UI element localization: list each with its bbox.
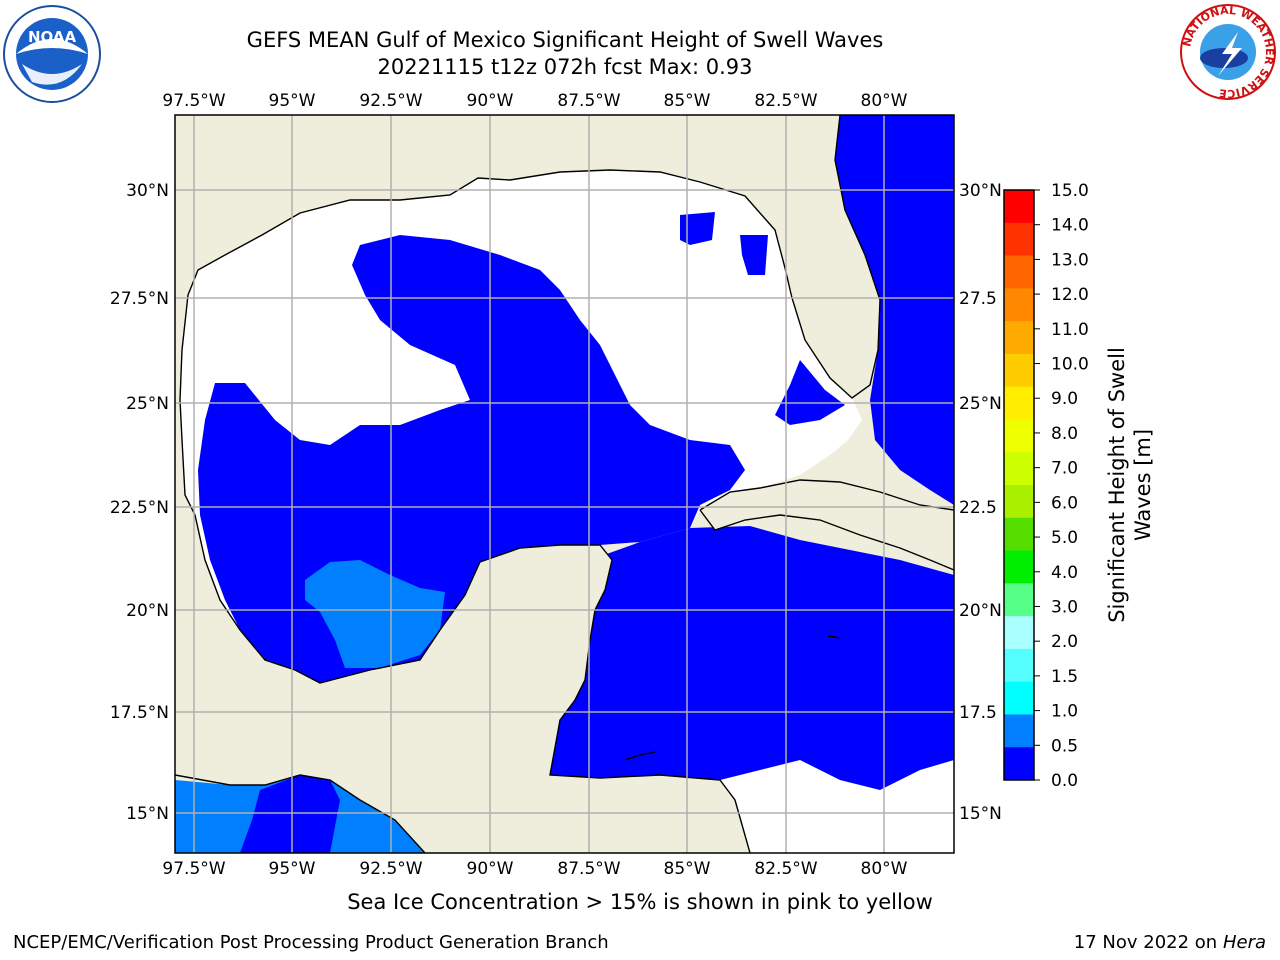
swell-contour-small-patch-2 <box>740 235 768 275</box>
lon-label-bottom: 87.5°W <box>557 859 620 879</box>
date-text: 17 Nov 2022 on <box>1073 932 1218 953</box>
colorbar-segment <box>1004 386 1034 420</box>
colorbar-segment <box>1004 288 1034 322</box>
lon-label-top: 97.5°W <box>162 91 225 111</box>
colorbar-tick-label: 12.0 <box>1051 285 1089 305</box>
colorbar-segment <box>1004 747 1034 781</box>
lon-label-top: 87.5°W <box>557 91 620 111</box>
lon-label-top: 82.5°W <box>754 91 817 111</box>
lat-label-left: 20°N <box>126 601 169 621</box>
swell-contour-0-0.5-pacific <box>240 775 340 853</box>
colorbar-segment <box>1004 517 1034 552</box>
lon-label-bottom: 85°W <box>664 859 711 879</box>
longitude-labels-top: 97.5°W 95°W 92.5°W 90°W 87.5°W 85°W 82.5°W 80°W <box>162 91 907 111</box>
colorbar-tick-label: 8.0 <box>1051 424 1078 444</box>
latitude-labels-left: 30°N 27.5°N 25°N 22.5°N 20°N 17.5°N 15°N <box>110 181 169 824</box>
map-frame <box>174 114 955 854</box>
colorbar-segment <box>1004 648 1034 683</box>
colorbar-tick-label: 7.0 <box>1051 459 1078 479</box>
colorbar-segment <box>1004 550 1034 584</box>
swell-contour-0-0.5-caribbean <box>550 526 954 790</box>
lon-label-bottom: 92.5°W <box>359 859 422 879</box>
colorbar-frame <box>1003 189 1035 781</box>
colorbar-tick-label: 0.5 <box>1051 736 1078 756</box>
colorbar-segment <box>1004 452 1034 486</box>
caribbean-white-region <box>720 760 954 853</box>
colorbar-tick-label: 6.0 <box>1051 493 1078 513</box>
colorbar-segment <box>1004 321 1034 355</box>
colorbar-segment <box>1004 485 1034 519</box>
colorbar-segment <box>1004 681 1034 715</box>
lon-label-top: 85°W <box>664 91 711 111</box>
sea-ice-note: Sea Ice Concentration > 15% is shown in … <box>347 890 933 914</box>
colorbar-segment <box>1004 419 1034 453</box>
colorbar-tick-label: 11.0 <box>1051 320 1089 340</box>
swell-contour-0-0.5-east-florida <box>835 115 954 505</box>
lon-label-bottom: 97.5°W <box>162 859 225 879</box>
colorbar-tick-label: 0.0 <box>1051 771 1078 791</box>
colorbar-segment <box>1004 190 1034 224</box>
colorbar-tick-label: 14.0 <box>1051 216 1089 236</box>
lat-label-right: 15°N <box>959 804 1002 824</box>
colorbar-tick-label: 4.0 <box>1051 563 1078 583</box>
credit-line: NCEP/EMC/Verification Post Processing Pr… <box>13 932 609 953</box>
colorbar-tick-label: 1.5 <box>1051 667 1078 687</box>
colorbar <box>1003 189 1035 781</box>
colorbar-segment <box>1004 353 1034 388</box>
chart-subtitle: 20221115 t12z 072h fcst Max: 0.93 <box>377 55 753 79</box>
swell-contour-0.5-1.0-gulf <box>305 560 445 668</box>
coastlines <box>175 115 954 853</box>
lat-label-right: 30°N <box>959 181 1002 201</box>
longitude-labels-bottom: 97.5°W 95°W 92.5°W 90°W 87.5°W 85°W 82.5°W 80°W <box>162 859 907 879</box>
lat-label-left: 27.5°N <box>110 289 169 309</box>
colorbar-segment <box>1004 714 1034 748</box>
lon-label-bottom: 95°W <box>269 859 316 879</box>
swell-contour-0-0.5-florida-keys <box>775 360 845 425</box>
land-masses <box>175 115 954 853</box>
colorbar-label-line2: Waves [m] <box>1131 429 1155 541</box>
map-area <box>175 115 954 853</box>
noaa-logo: NOAA <box>3 5 101 103</box>
colorbar-label-line1: Significant Height of Swell <box>1105 347 1129 623</box>
lat-label-right: 25°N <box>959 394 1002 414</box>
lat-label-left: 22.5°N <box>110 498 169 518</box>
lon-label-bottom: 90°W <box>467 859 514 879</box>
latitude-labels-right: 30°N 27.5 25°N 22.5 20°N 17.5 15°N <box>959 181 1002 824</box>
national-weather-service-logo: NATIONAL WEATHER SERVICE <box>1180 4 1276 100</box>
colorbar-tick-label: 10.0 <box>1051 355 1089 375</box>
lon-label-bottom: 80°W <box>861 859 908 879</box>
lat-label-right: 27.5 <box>959 289 997 309</box>
chart-title: GEFS MEAN Gulf of Mexico Significant Hei… <box>246 28 884 52</box>
colorbar-tick-label: 2.0 <box>1051 632 1078 652</box>
lat-label-left: 25°N <box>126 394 169 414</box>
colorbar-segment <box>1004 583 1034 617</box>
host-name: Hera <box>1222 932 1266 953</box>
lon-label-top: 80°W <box>861 91 908 111</box>
lon-label-top: 92.5°W <box>359 91 422 111</box>
colorbar-segment <box>1004 616 1034 650</box>
colorbar-segment <box>1004 222 1034 257</box>
colorbar-tick-label: 13.0 <box>1051 250 1089 270</box>
swell-contour-small-patch-1 <box>680 212 715 245</box>
lat-label-left: 15°N <box>126 804 169 824</box>
colorbar-tick-label: 9.0 <box>1051 389 1078 409</box>
lon-label-bottom: 82.5°W <box>754 859 817 879</box>
graticule <box>175 115 954 853</box>
colorbar-tick-label: 5.0 <box>1051 528 1078 548</box>
lat-label-left: 17.5°N <box>110 703 169 723</box>
colorbar-ticks: 15.0 14.0 13.0 12.0 11.0 10.0 9.0 8.0 7.0 6.0 5.0 4… <box>1034 181 1089 791</box>
lat-label-right: 22.5 <box>959 498 997 518</box>
lat-label-right: 17.5 <box>959 703 997 723</box>
noaa-logo-text: NOAA <box>28 28 77 46</box>
lat-label-right: 20°N <box>959 601 1002 621</box>
lat-label-left: 30°N <box>126 181 169 201</box>
lon-label-top: 95°W <box>269 91 316 111</box>
date-line: 17 Nov 2022 on Hera <box>1074 932 1266 953</box>
colorbar-tick-label: 3.0 <box>1051 597 1078 617</box>
lon-label-top: 90°W <box>467 91 514 111</box>
colorbar-segment <box>1004 255 1034 289</box>
colorbar-tick-label: 15.0 <box>1051 181 1089 201</box>
colorbar-tick-label: 1.0 <box>1051 702 1078 722</box>
